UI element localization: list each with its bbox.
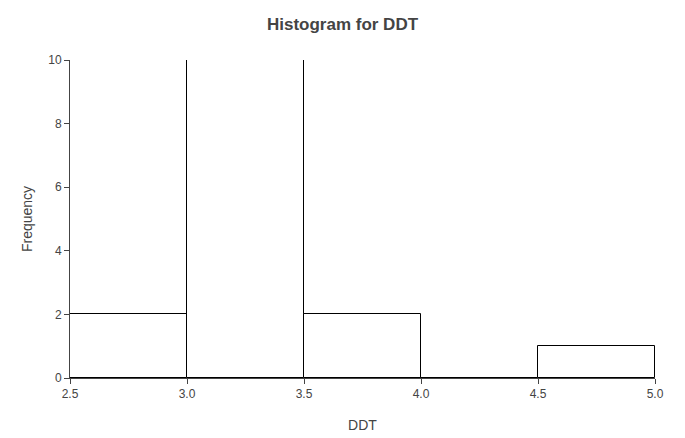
svg-text:4.0: 4.0 — [413, 387, 430, 401]
svg-text:8: 8 — [55, 117, 62, 131]
svg-text:6: 6 — [55, 180, 62, 194]
svg-text:2: 2 — [55, 308, 62, 322]
svg-text:Frequency: Frequency — [19, 186, 35, 252]
svg-text:4.5: 4.5 — [530, 387, 547, 401]
svg-text:3.5: 3.5 — [296, 387, 313, 401]
svg-text:0: 0 — [55, 371, 62, 385]
svg-text:5.0: 5.0 — [647, 387, 664, 401]
svg-text:3.0: 3.0 — [179, 387, 196, 401]
svg-text:4: 4 — [55, 244, 62, 258]
svg-text:2.5: 2.5 — [62, 387, 79, 401]
svg-text:10: 10 — [48, 53, 62, 67]
svg-text:Histogram for DDT: Histogram for DDT — [267, 15, 419, 34]
svg-text:DDT: DDT — [348, 417, 377, 433]
